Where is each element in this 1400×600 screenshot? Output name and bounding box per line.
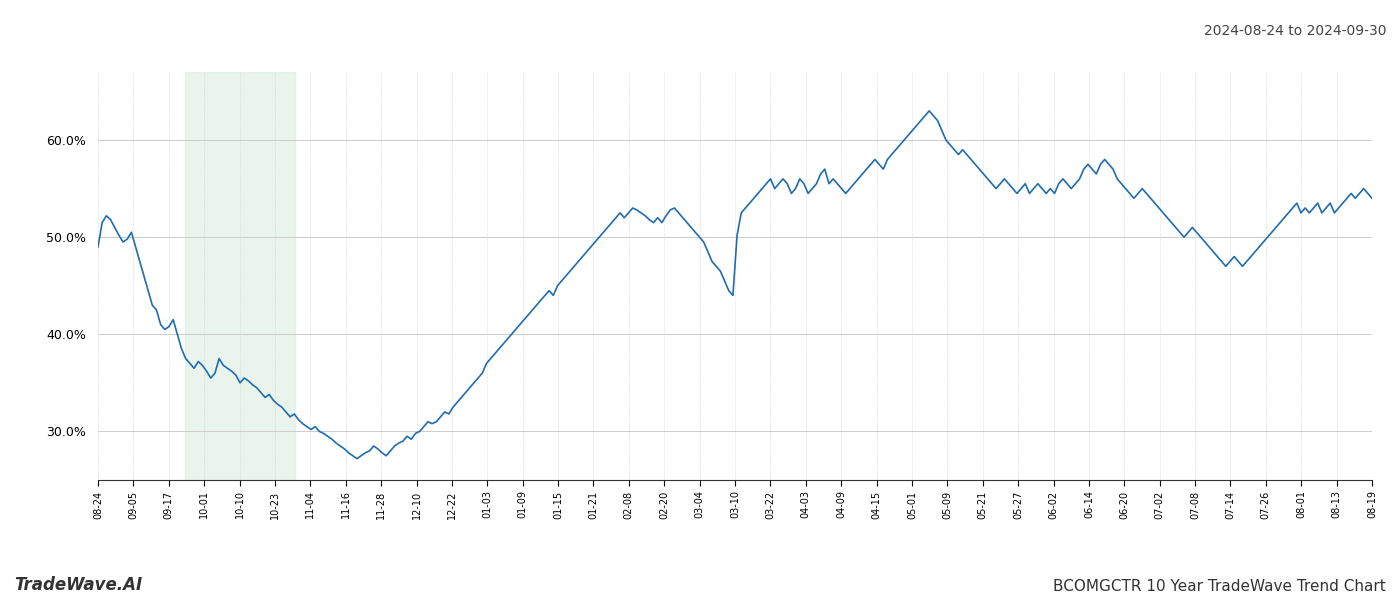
Text: 2024-08-24 to 2024-09-30: 2024-08-24 to 2024-09-30 [1204,24,1386,38]
Text: TradeWave.AI: TradeWave.AI [14,576,143,594]
Text: BCOMGCTR 10 Year TradeWave Trend Chart: BCOMGCTR 10 Year TradeWave Trend Chart [1053,579,1386,594]
Bar [185,72,295,480]
